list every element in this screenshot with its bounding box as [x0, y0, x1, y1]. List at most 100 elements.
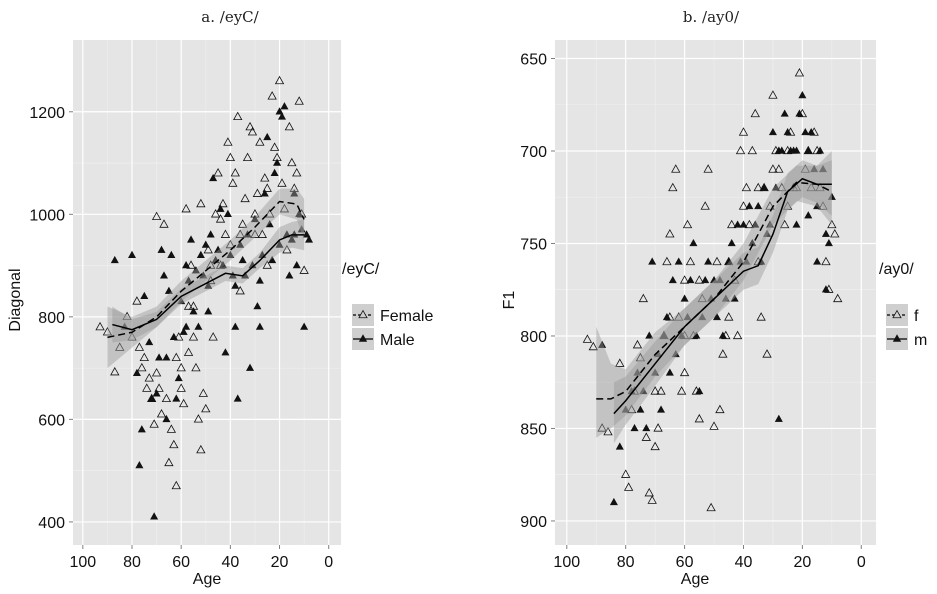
data-point-filled-triangle	[182, 322, 191, 330]
data-point-open-triangle	[213, 168, 223, 177]
data-point-filled-triangle	[184, 276, 193, 284]
data-point-open-triangle	[174, 332, 184, 341]
data-point-open-triangle	[260, 173, 270, 182]
data-point-filled-triangle	[275, 240, 284, 248]
data-point-filled-triangle	[132, 368, 141, 376]
data-point-filled-triangle	[642, 423, 651, 432]
data-point-filled-triangle	[223, 209, 232, 218]
data-point-open-triangle	[800, 164, 811, 173]
data-point-open-triangle	[208, 332, 218, 341]
data-point-open-triangle	[183, 301, 194, 310]
data-point-filled-triangle	[194, 322, 203, 330]
data-point-open-triangle	[137, 362, 147, 372]
data-point-filled-triangle	[816, 146, 825, 154]
data-point-open-triangle	[615, 358, 625, 367]
data-point-open-triangle	[632, 339, 643, 349]
data-point-open-triangle	[176, 383, 186, 392]
data-point-open-triangle	[151, 367, 162, 377]
data-point-filled-triangle	[255, 322, 264, 330]
data-point-open-triangle	[139, 352, 149, 362]
data-point-open-triangle	[635, 352, 646, 362]
data-point-filled-triangle	[727, 238, 736, 247]
data-point-open-triangle	[724, 312, 734, 321]
data-point-filled-triangle	[246, 363, 255, 371]
data-point-open-triangle	[833, 293, 843, 303]
data-point-open-triangle	[257, 229, 268, 238]
data-point-open-triangle	[656, 386, 666, 395]
data-point-open-triangle	[269, 142, 280, 151]
data-point-open-triangle	[735, 145, 746, 155]
data-point-open-triangle	[738, 201, 749, 210]
data-point-open-triangle	[582, 334, 593, 343]
data-point-open-triangle	[181, 203, 191, 213]
data-point-filled-triangle	[162, 353, 171, 361]
data-point-open-triangle	[287, 157, 297, 167]
data-point-filled-triangle	[827, 192, 836, 200]
legend: /ay0/fm	[879, 261, 927, 350]
data-point-open-triangle	[156, 408, 167, 418]
legend: /eyC/Female Male	[342, 261, 433, 350]
data-point-open-triangle	[750, 108, 760, 118]
data-point-filled-triangle	[783, 127, 792, 136]
data-point-open-triangle	[738, 127, 749, 136]
data-point-filled-triangle	[639, 386, 648, 395]
data-point-filled-triangle	[695, 386, 704, 395]
data-point-filled-triangle	[730, 294, 739, 302]
data-point-open-triangle	[768, 90, 778, 99]
data-point-open-triangle	[274, 75, 285, 85]
data-point-filled-triangle	[236, 240, 245, 248]
data-point-filled-triangle	[250, 214, 259, 223]
x-tick-label: 20	[271, 554, 289, 571]
x-tick-label: 80	[123, 554, 141, 571]
data-point-open-triangle	[284, 121, 295, 131]
data-point-open-triangle	[588, 341, 598, 351]
x-tick-label: 20	[793, 554, 811, 571]
data-point-open-triangle	[206, 260, 216, 269]
data-point-filled-triangle	[260, 189, 269, 197]
x-tick-label: 40	[735, 554, 753, 571]
data-point-open-triangle	[679, 367, 690, 377]
data-point-filled-triangle	[821, 229, 830, 237]
data-point-filled-triangle	[277, 112, 287, 120]
data-point-open-triangle	[223, 137, 233, 146]
data-point-open-triangle	[193, 414, 204, 423]
chart-title: a. /eyC/	[201, 8, 259, 26]
data-point-open-triangle	[768, 164, 778, 173]
data-point-open-triangle	[777, 182, 787, 192]
data-point-filled-triangle	[285, 271, 294, 279]
data-point-open-triangle	[235, 285, 245, 295]
data-point-filled-triangle	[287, 235, 296, 243]
data-point-open-triangle	[186, 260, 196, 269]
legend-filled-triangle-icon	[892, 334, 902, 342]
data-point-open-triangle	[164, 457, 174, 467]
data-point-open-triangle	[650, 441, 660, 451]
data-point-open-triangle	[127, 332, 137, 341]
data-point-filled-triangle	[824, 238, 833, 247]
data-point-filled-triangle	[792, 220, 801, 228]
data-point-open-triangle	[603, 426, 613, 436]
data-point-filled-triangle	[174, 373, 183, 382]
data-point-open-triangle	[806, 182, 816, 192]
data-point-open-triangle	[252, 188, 263, 197]
data-point-filled-triangle	[736, 257, 745, 265]
data-point-filled-triangle	[630, 423, 639, 432]
data-point-filled-triangle	[680, 294, 689, 302]
data-point-filled-triangle	[253, 302, 262, 310]
data-point-open-triangle	[166, 424, 177, 433]
data-point-open-triangle	[198, 388, 208, 397]
data-point-open-triangle	[694, 275, 704, 284]
smooth-confidence-band-1	[613, 150, 832, 444]
data-point-filled-triangle	[172, 394, 181, 402]
data-point-open-triangle	[830, 228, 840, 238]
data-point-open-triangle	[102, 326, 113, 336]
smooth-confidence-band-1	[112, 219, 305, 343]
data-point-filled-triangle	[209, 173, 218, 182]
data-point-filled-triangle	[189, 307, 198, 315]
data-point-filled-triangle	[721, 294, 730, 302]
smooth-confidence-band-0	[107, 188, 305, 369]
data-point-filled-triangle	[214, 245, 223, 253]
data-point-open-triangle	[644, 487, 654, 497]
data-point-filled-triangle	[683, 312, 692, 321]
data-point-open-triangle	[597, 423, 607, 432]
data-point-filled-triangle	[718, 331, 727, 339]
